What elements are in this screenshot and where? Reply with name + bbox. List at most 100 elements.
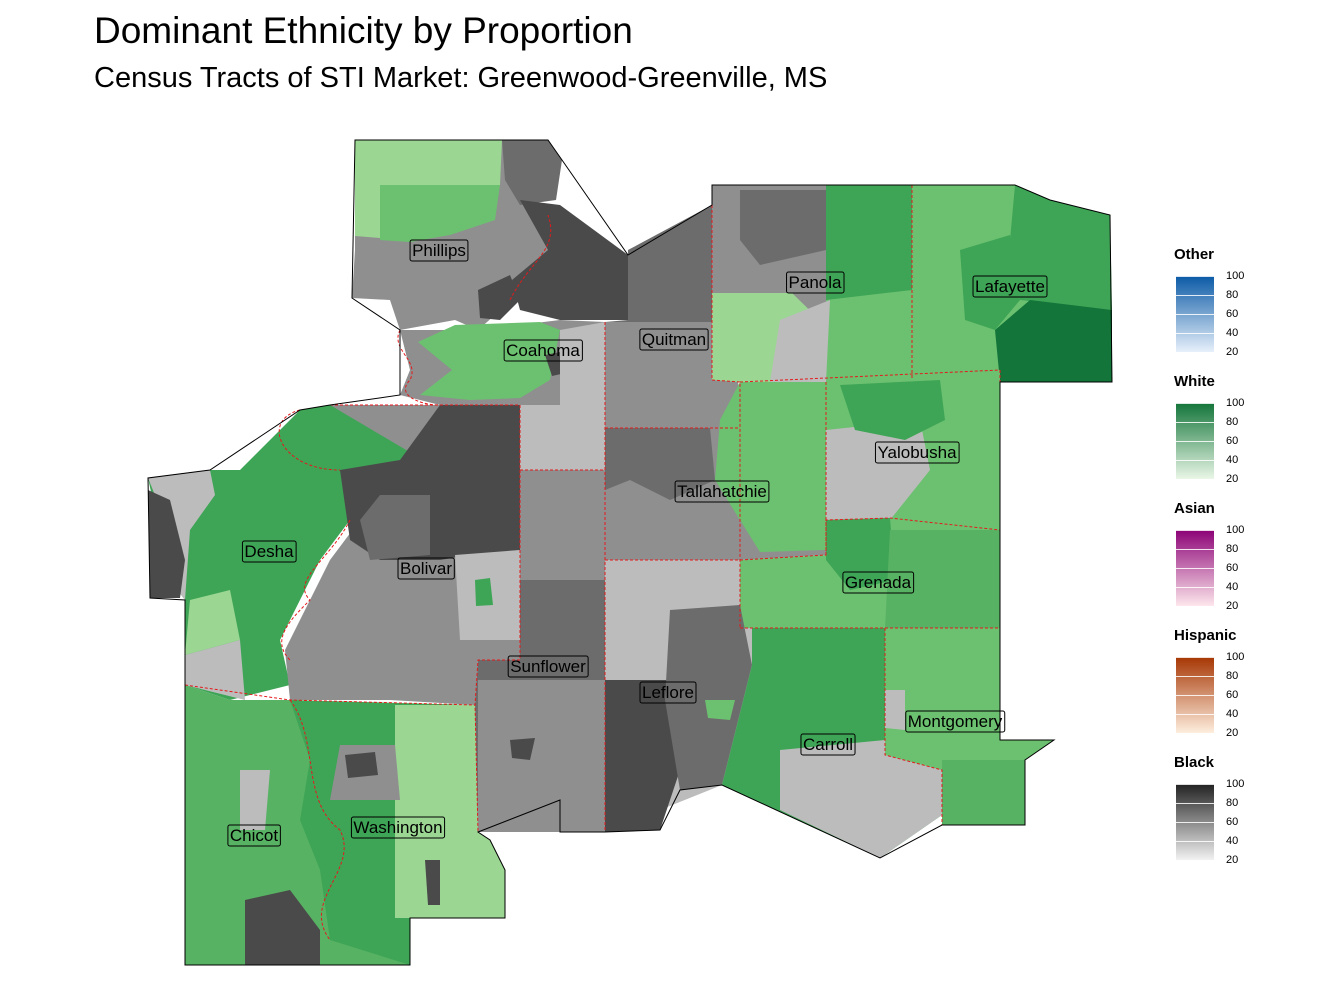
county-label-box bbox=[874, 441, 960, 464]
legend-tick-label: 100 bbox=[1226, 524, 1245, 536]
legend-tick-mark bbox=[1176, 784, 1214, 785]
county-label-box bbox=[786, 271, 845, 294]
legend-tick-label: 100 bbox=[1226, 397, 1245, 409]
county-label-box bbox=[842, 571, 915, 594]
county-label-box bbox=[503, 339, 583, 362]
county-label-text: Grenada bbox=[845, 573, 912, 592]
legend-tick-label: 100 bbox=[1226, 778, 1245, 790]
county-label-box bbox=[397, 557, 455, 580]
county-label-text: Yalobusha bbox=[877, 443, 957, 462]
legend-title: Other bbox=[1174, 246, 1215, 263]
legend-tick-label: 80 bbox=[1226, 670, 1239, 682]
county-lafayette bbox=[912, 185, 1112, 382]
legend-tick-mark bbox=[1176, 422, 1214, 423]
legend-tick-label: 60 bbox=[1226, 562, 1239, 574]
county-leflore bbox=[605, 560, 752, 832]
county-label-box bbox=[241, 540, 297, 563]
county-phillips bbox=[352, 140, 628, 330]
county-label-lafayette: Lafayette bbox=[972, 275, 1048, 298]
legend-tick-label: 40 bbox=[1226, 708, 1239, 720]
legend-tick-label: 60 bbox=[1226, 689, 1239, 701]
county-label-grenada: Grenada bbox=[842, 571, 915, 594]
county-label-box bbox=[507, 655, 589, 678]
legend-tick-mark bbox=[1176, 841, 1214, 842]
legend-tick-label: 60 bbox=[1226, 816, 1239, 828]
county-labels: Phillips Coahoma Quitman Panola Lafayette Des… bbox=[227, 239, 1048, 847]
legend-tick-label: 60 bbox=[1226, 435, 1239, 447]
legend: Other 100 80 60 40 20 White 100 80 60 40 20 Asian 100… bbox=[1174, 246, 1284, 881]
county-label-panola: Panola bbox=[786, 271, 845, 294]
legend-tick-mark bbox=[1176, 403, 1214, 404]
legend-tick-mark bbox=[1176, 733, 1214, 734]
legend-tick-mark bbox=[1176, 479, 1214, 480]
legend-tick-mark bbox=[1176, 606, 1214, 607]
legend-tick-label: 20 bbox=[1226, 854, 1239, 866]
legend-tick-mark bbox=[1176, 822, 1214, 823]
county-sunflower bbox=[475, 405, 605, 832]
legend-tick-label: 40 bbox=[1226, 581, 1239, 593]
county-yalobusha bbox=[826, 370, 1000, 530]
legend-tick-mark bbox=[1176, 568, 1214, 569]
legend-tick-label: 80 bbox=[1226, 797, 1239, 809]
county-label-carroll: Carroll bbox=[800, 733, 856, 756]
map-subtitle: Census Tracts of STI Market: Greenwood-G… bbox=[94, 62, 828, 94]
county-carroll bbox=[722, 628, 942, 858]
legend-tick-mark bbox=[1176, 333, 1214, 334]
legend-tick-mark bbox=[1176, 314, 1214, 315]
county-label-box bbox=[639, 328, 709, 351]
legend-group-black: Black 100 80 60 40 20 bbox=[1174, 754, 1284, 881]
county-label-text: Coahoma bbox=[506, 341, 580, 360]
legend-tick-label: 60 bbox=[1226, 308, 1239, 320]
county-label-box bbox=[227, 824, 281, 847]
county-label-text: Sunflower bbox=[510, 657, 586, 676]
market-outline bbox=[147, 139, 1113, 966]
map-title: Dominant Ethnicity by Proportion bbox=[94, 10, 633, 51]
legend-tick-mark bbox=[1176, 352, 1214, 353]
county-label-box bbox=[674, 480, 770, 503]
county-montgomery bbox=[885, 628, 1054, 825]
legend-title: Hispanic bbox=[1174, 627, 1237, 644]
county-washington bbox=[290, 700, 505, 965]
legend-title: Asian bbox=[1174, 500, 1215, 517]
county-label-text: Desha bbox=[244, 542, 294, 561]
legend-group-hispanic: Hispanic 100 80 60 40 20 bbox=[1174, 627, 1284, 754]
county-bolivar bbox=[285, 405, 520, 705]
legend-tick-mark bbox=[1176, 460, 1214, 461]
legend-tick-mark bbox=[1176, 587, 1214, 588]
county-label-yalobusha: Yalobusha bbox=[874, 441, 960, 464]
county-label-montgomery: Montgomery bbox=[905, 710, 1006, 733]
county-label-box bbox=[409, 239, 469, 262]
county-label-phillips: Phillips bbox=[409, 239, 469, 262]
legend-tick-label: 40 bbox=[1226, 835, 1239, 847]
county-label-quitman: Quitman bbox=[639, 328, 709, 351]
legend-tick-label: 80 bbox=[1226, 543, 1239, 555]
county-quitman bbox=[605, 205, 740, 428]
county-label-leflore: Leflore bbox=[639, 681, 697, 704]
county-label-desha: Desha bbox=[241, 540, 297, 563]
legend-tick-mark bbox=[1176, 676, 1214, 677]
legend-group-other: Other 100 80 60 40 20 bbox=[1174, 246, 1284, 373]
legend-tick-mark bbox=[1176, 530, 1214, 531]
legend-title: White bbox=[1174, 373, 1215, 390]
legend-tick-mark bbox=[1176, 441, 1214, 442]
legend-tick-label: 40 bbox=[1226, 327, 1239, 339]
county-label-text: Montgomery bbox=[908, 712, 1003, 731]
legend-tick-mark bbox=[1176, 276, 1214, 277]
legend-title: Black bbox=[1174, 754, 1215, 771]
legend-tick-label: 20 bbox=[1226, 473, 1239, 485]
county-label-text: Carroll bbox=[803, 735, 853, 754]
legend-group-asian: Asian 100 80 60 40 20 bbox=[1174, 500, 1284, 627]
legend-tick-label: 80 bbox=[1226, 416, 1239, 428]
legend-tick-mark bbox=[1176, 860, 1214, 861]
county-label-text: Washington bbox=[353, 818, 442, 837]
county-label-box bbox=[905, 710, 1006, 733]
legend-tick-label: 100 bbox=[1226, 270, 1245, 282]
county-label-box bbox=[639, 681, 697, 704]
legend-tick-label: 80 bbox=[1226, 289, 1239, 301]
county-label-coahoma: Coahoma bbox=[503, 339, 583, 362]
county-label-box bbox=[972, 275, 1048, 298]
county-label-sunflower: Sunflower bbox=[507, 655, 589, 678]
county-label-tallahatchie: Tallahatchie bbox=[674, 480, 770, 503]
legend-tick-mark bbox=[1176, 295, 1214, 296]
